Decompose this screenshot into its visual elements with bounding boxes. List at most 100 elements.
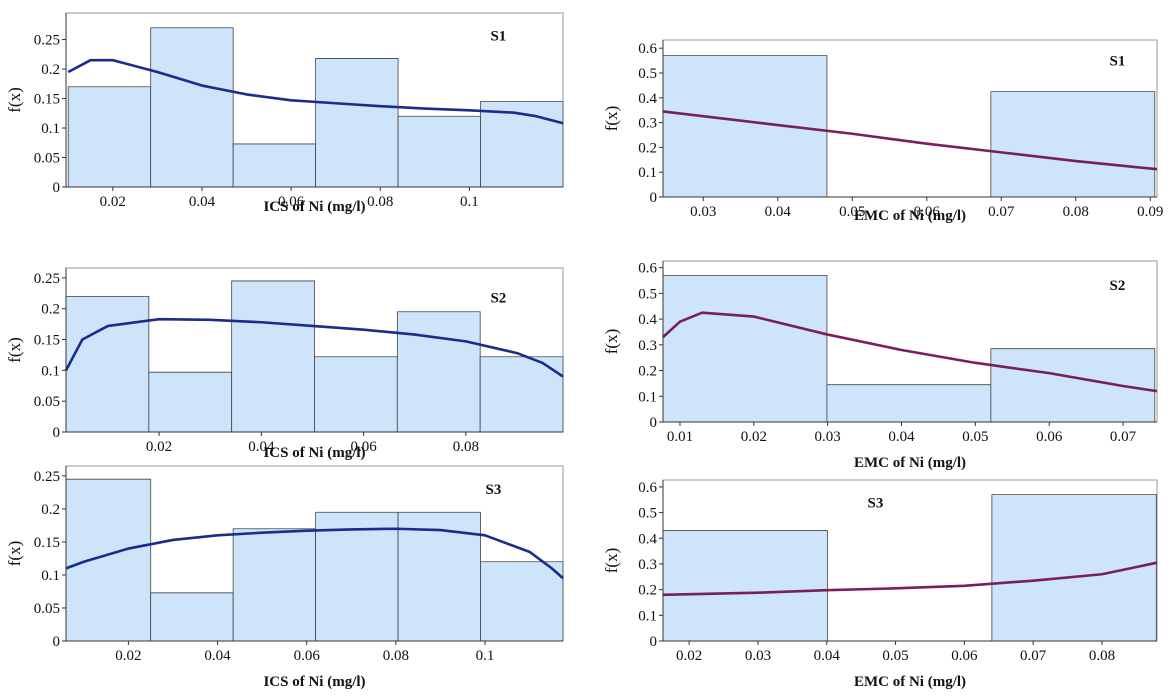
x-tick-label: 0.02 [100,194,126,210]
y-tick-label: 0.2 [41,502,60,518]
histogram-bar [232,528,317,642]
y-tick-label: 0.3 [638,557,657,573]
fit-curve [64,317,564,378]
annotation: S1 [1110,53,1126,69]
x-tick-label: 0.08 [367,194,393,210]
chart-panel: 0 0.1 0.2 0.3 0.4 0.5 0.6 0.03 0.04 0.05 0.06 0.07 0… [602,39,1163,224]
y-tick-label: 0.05 [34,394,60,410]
histogram-bar [150,592,234,642]
y-tick-label: 0.5 [638,506,657,522]
x-tick-label: 0.04 [765,204,792,220]
x-tick-label: 0.07 [988,204,1015,220]
fit-curve [662,311,1158,393]
x-tick-label: 0.02 [115,648,141,664]
x-tick-label: 0.1 [460,194,479,210]
y-tick-label: 0.6 [638,41,657,57]
fit-curve [662,561,1158,597]
chart-panel: 0 0.1 0.2 0.3 0.4 0.5 0.6 0.01 0.02 0.03 0.04 0.05 0… [602,260,1158,471]
y-tick-label: 0.5 [638,286,657,302]
y-tick-label: 0.4 [638,312,657,328]
y-tick-label: 0.1 [638,165,657,181]
histogram-bar [662,55,828,198]
y-axis-label: f(x) [602,106,621,131]
y-tick-label: 0.2 [638,364,657,380]
x-tick-label: 0.1 [476,648,495,664]
y-tick-label: 0 [650,634,658,650]
x-tick-label: 0.06 [294,648,321,664]
x-tick-label: 0.03 [745,648,771,664]
x-tick-label: 0.02 [741,429,767,445]
y-tick-label: 0.25 [34,33,60,49]
x-tick-label: 0.04 [814,648,841,664]
x-tick-label: 0.08 [1089,648,1115,664]
histogram-bar [397,511,481,642]
annotation: S3 [485,482,501,498]
y-tick-label: 0.2 [41,302,60,318]
y-tick-label: 0.25 [34,271,60,287]
y-tick-label: 0.5 [638,66,657,82]
y-tick-label: 0 [53,425,61,441]
histogram-bar [990,91,1156,198]
x-tick-label: 0.03 [690,204,716,220]
y-tick-label: 0.05 [34,601,60,617]
histogram-bar [662,530,828,642]
y-axis-label: f(x) [602,548,621,573]
x-tick-label: 0.09 [1137,204,1163,220]
histogram-bar [150,27,234,188]
x-axis-label: EMC of Ni (mg/l) [854,674,966,690]
histogram-bar [826,384,992,423]
y-axis-label: f(x) [5,541,24,566]
x-axis-label: EMC of Ni (mg/l) [854,455,966,471]
x-tick-label: 0.01 [667,429,693,445]
chart-panel: 0 0.05 0.1 0.15 0.2 0.25 0.02 0.04 0.06 0.08 ICS o… [5,267,564,461]
x-tick-label: 0.04 [189,194,216,210]
y-tick-label: 0 [53,634,61,650]
histogram-bar [67,86,152,188]
histogram-bar [65,478,152,642]
x-axis-label: EMC of Ni (mg/l) [854,208,966,224]
y-tick-label: 0.3 [638,338,657,354]
y-tick-label: 0.4 [638,531,657,547]
y-tick-label: 0.1 [638,608,657,624]
histogram-bar [148,371,233,433]
x-tick-label: 0.06 [914,204,941,220]
x-tick-label: 0.06 [278,194,305,210]
histogram-bar [480,561,564,642]
y-tick-label: 0 [53,180,61,196]
x-tick-label: 0.02 [676,648,702,664]
histogram-bar [231,280,315,433]
y-tick-label: 0.15 [34,333,60,349]
y-tick-label: 0.15 [34,535,60,551]
fit-curve [65,527,564,580]
annotation: S1 [490,29,506,45]
y-tick-label: 0.1 [41,568,60,584]
y-tick-label: 0.1 [638,389,657,405]
histogram-bar [315,511,399,642]
annotation: S2 [490,291,506,307]
x-tick-label: 0.06 [951,648,978,664]
chart-panel: 0 0.1 0.2 0.3 0.4 0.5 0.6 0.02 0.03 0.04 0.05 0.06 0… [602,479,1158,690]
y-axis-label: f(x) [602,329,621,354]
x-tick-label: 0.07 [1110,429,1137,445]
chart-panel: 0 0.05 0.1 0.15 0.2 0.25 0.02 0.04 0.06 0.08 0.1 IC… [5,465,564,690]
y-tick-label: 0.6 [638,480,657,496]
x-tick-label: 0.05 [882,648,908,664]
x-tick-label: 0.06 [1036,429,1063,445]
x-tick-label: 0.04 [248,439,275,455]
y-tick-label: 0 [650,415,658,431]
y-tick-label: 0.6 [638,261,657,277]
fit-curve [67,58,564,125]
x-tick-label: 0.06 [350,439,377,455]
y-tick-label: 0.2 [638,583,657,599]
y-tick-label: 0.2 [41,62,60,78]
chart-panel: 0 0.05 0.1 0.15 0.2 0.25 0.02 0.04 0.06 0.08 0.1 IC… [5,12,564,215]
histogram-bar [315,58,399,188]
histogram-bar [990,348,1156,423]
y-axis-label: f(x) [5,337,24,362]
x-tick-label: 0.07 [1020,648,1047,664]
y-tick-label: 0.25 [34,469,60,485]
y-tick-label: 0.05 [34,151,60,167]
y-tick-label: 0.1 [41,121,60,137]
y-tick-label: 0.15 [34,92,60,108]
